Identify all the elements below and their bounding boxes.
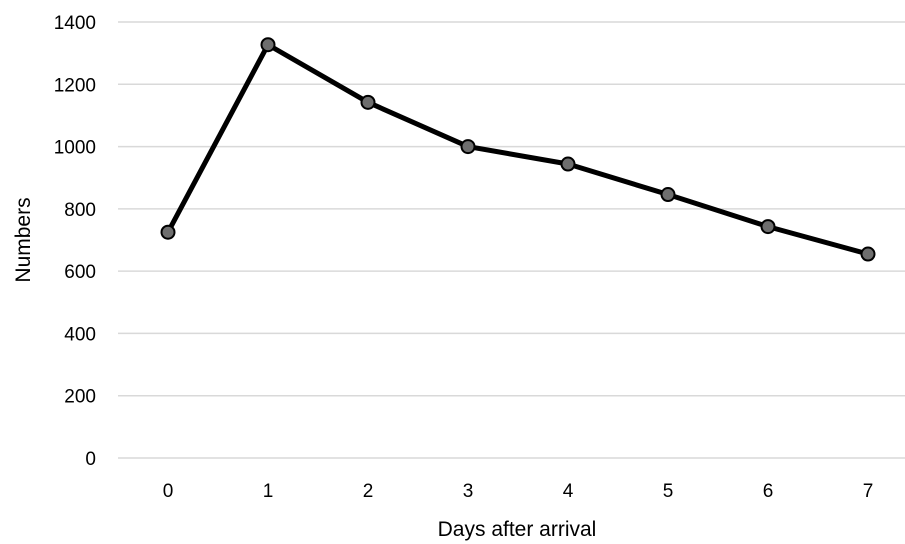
- x-tick-label: 0: [163, 481, 174, 502]
- data-point-day-7: [860, 246, 876, 262]
- y-tick-label: 600: [64, 262, 96, 283]
- y-tick-label: 1000: [54, 138, 96, 159]
- x-tick-label: 1: [263, 481, 274, 502]
- data-point-day-6: [760, 219, 776, 235]
- x-tick-label: 6: [763, 481, 774, 502]
- data-point-day-1: [260, 37, 276, 53]
- y-gridlines: [118, 21, 905, 459]
- x-tick-label: 5: [663, 481, 674, 502]
- x-tick-label: 2: [363, 481, 374, 502]
- data-point-day-0: [160, 224, 176, 240]
- x-tick-label: 4: [563, 481, 574, 502]
- y-axis-tick-labels: 0 200 400 600 800 1000 1200 1400: [54, 13, 96, 470]
- data-series: [160, 37, 876, 262]
- x-axis-title: Days after arrival: [438, 518, 597, 541]
- y-tick-label: 800: [64, 200, 96, 221]
- y-tick-label: 1200: [54, 75, 96, 96]
- x-tick-label: 7: [863, 481, 874, 502]
- data-point-day-2: [360, 94, 376, 110]
- y-tick-label: 200: [64, 387, 96, 408]
- x-tick-label: 3: [463, 481, 474, 502]
- x-axis-tick-labels: 0 1 2 3 4 5 6 7: [163, 481, 874, 502]
- y-axis-title: Numbers: [12, 197, 35, 282]
- y-tick-label: 1400: [54, 13, 96, 34]
- data-point-day-5: [660, 187, 676, 203]
- y-tick-label: 0: [85, 449, 96, 470]
- data-point-day-4: [560, 156, 576, 172]
- y-tick-label: 400: [64, 324, 96, 345]
- data-point-day-3: [460, 139, 476, 155]
- series-line: [165, 42, 871, 257]
